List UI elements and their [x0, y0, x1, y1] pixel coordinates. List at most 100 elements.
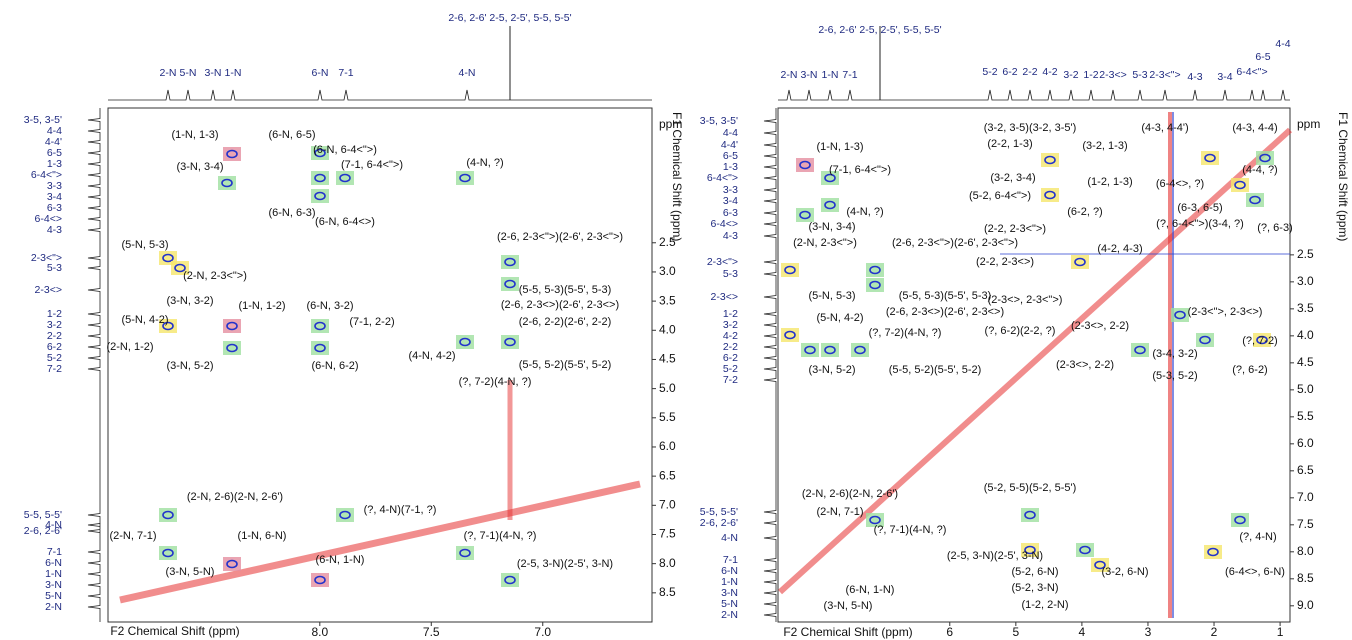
y-tick-label: 7.5: [1297, 517, 1314, 531]
highlight-box: [796, 158, 814, 172]
x-axis-title: F2 Chemical Shift (ppm): [110, 624, 239, 638]
diagonal: [780, 130, 1290, 592]
cross-peak-label: (2-6, 2-3<">)(2-6', 2-3<">): [892, 237, 1018, 249]
cross-peak-label: (3-2, 6-N): [1101, 566, 1148, 578]
highlight-box: [1231, 513, 1249, 527]
cross-peak-label: (2-5, 3-N)(2-5', 3-N): [517, 558, 613, 570]
cross-peak-label: (?, 6-2): [1232, 364, 1267, 376]
projection-label: 5-3: [723, 268, 738, 280]
highlight-box: [1041, 153, 1059, 167]
highlight-box: [456, 171, 474, 185]
y-unit-label: ppm: [1297, 117, 1320, 131]
cross-peak-label: (3-N, 3-4): [808, 221, 855, 233]
y-tick-label: 8.0: [1297, 544, 1314, 558]
cross-peak-label: (1-N, 6-N): [238, 530, 287, 542]
projection-label: 6-5: [1255, 51, 1270, 63]
x-tick-label: 7.0: [534, 625, 551, 639]
projection-label: 4-4: [723, 127, 738, 139]
y-tick-label: 6.5: [659, 468, 676, 482]
highlight-box: [1131, 343, 1149, 357]
cross-peak-label: (2-N, 7-1): [109, 530, 156, 542]
highlight-box: [1076, 543, 1094, 557]
cross-peak-label: (?, 6-4<">)(3-4, ?): [1156, 218, 1244, 230]
projection-label: 2-N: [781, 69, 798, 81]
y-tick-label: 6.5: [1297, 463, 1314, 477]
highlight-box: [1071, 255, 1089, 269]
y-axis-title: F1 Chemical Shift (ppm): [1336, 112, 1350, 241]
cross-peak-label: (2-6, 2-3<>)(2-6', 2-3<>): [501, 299, 619, 311]
cross-peak-label: (3-N, 5-2): [808, 364, 855, 376]
cross-peak-label: (2-N, 7-1): [816, 506, 863, 518]
cross-peak-label: (6-N, 6-5): [268, 129, 315, 141]
projection-label: 6-N: [312, 67, 329, 79]
highlight-box: [311, 341, 329, 355]
highlight-box: [1204, 545, 1222, 559]
projection-label: 4-3: [47, 224, 62, 236]
projection-label: 4-4: [1275, 38, 1290, 50]
cross-peak-label: (4-N, 4-2): [408, 350, 455, 362]
cross-peak-label: (1-2, 1-3): [1087, 176, 1132, 188]
cross-peak-label: (2-6, 2-3<">)(2-6', 2-3<">): [497, 231, 623, 243]
cross-peak-label: (2-3<>, 2-2): [1071, 320, 1129, 332]
cross-peak-label: (7-1, 6-4<">): [829, 164, 891, 176]
projection-label: 3-4: [723, 195, 738, 207]
projection-label: 4-N: [721, 532, 738, 544]
x-tick-label: 6: [946, 625, 953, 639]
cross-peak-label: (2-6, 2-2)(2-6', 2-2): [519, 316, 612, 328]
projection-label: 4-N: [459, 67, 476, 79]
cross-peak-label: (5-2, 6-N): [1011, 566, 1058, 578]
cross-peak-label: (6-N, 3-2): [306, 300, 353, 312]
cross-peak-label: (1-N, 1-3): [816, 141, 863, 153]
highlight-box: [223, 557, 241, 571]
highlight-box: [223, 319, 241, 333]
x-tick-label: 5: [1012, 625, 1019, 639]
highlight-box: [159, 508, 177, 522]
cross-peak-label: (6-N, 6-3): [268, 207, 315, 219]
cross-peak-label: (6-4<>, ?): [1156, 178, 1204, 190]
cross-peak-label: (5-2, 6-4<">): [969, 190, 1031, 202]
x-tick-label: 8.0: [311, 625, 328, 639]
projection-label: 2-6, 2-6' 2-5, 2-5', 5-5, 5-5': [818, 24, 941, 36]
cross-peak-label: (7-1, 2-2): [349, 316, 394, 328]
x-axis-title: F2 Chemical Shift (ppm): [783, 625, 912, 639]
highlight-box: [336, 171, 354, 185]
y-tick-label: 8.0: [659, 556, 676, 570]
highlight-box: [781, 263, 799, 277]
highlight-box: [223, 341, 241, 355]
highlight-box: [456, 335, 474, 349]
projection-label: 2-6, 2-6' 2-5, 2-5', 5-5, 5-5': [448, 12, 571, 24]
highlight-box: [336, 508, 354, 522]
cross-peak-label: (2-2, 2-3<>): [976, 256, 1034, 268]
projection-label: 3-5, 3-5': [700, 115, 738, 127]
projection-label: 3-N: [801, 69, 818, 81]
cross-peak-label: (?, 7-1)(4-N, ?): [464, 530, 537, 542]
cross-peak-label: (5-N, 5-3): [121, 239, 168, 251]
cross-peak-label: (3-N, 5-N): [166, 566, 215, 578]
y-tick-label: 3.5: [659, 293, 676, 307]
cross-peak-label: (1-2, 2-N): [1021, 599, 1068, 611]
highlight-box: [866, 263, 884, 277]
highlight-box: [1041, 188, 1059, 202]
cross-peak-label: (6-4<>, 6-N): [1225, 566, 1285, 578]
projection-label: 2-N: [45, 601, 62, 613]
cross-peak-label: (4-3, 4-4): [1232, 122, 1277, 134]
highlight-box: [311, 171, 329, 185]
cross-peak-label: (7-1, 6-4<">): [341, 159, 403, 171]
y-tick-label: 4.5: [659, 352, 676, 366]
y-tick-label: 7.0: [659, 497, 676, 511]
projection-label: 1-N: [225, 67, 242, 79]
projection-label: 5-2: [982, 66, 997, 78]
cross-peak-label: (4-3, 4-4'): [1141, 122, 1188, 134]
cross-peak-label: (5-5, 5-2)(5-5', 5-2): [889, 364, 982, 376]
cross-peak-label: (5-3, 5-2): [1152, 370, 1197, 382]
cross-peak-label: (2-3<>, 2-2): [1056, 359, 1114, 371]
highlight-box: [501, 255, 519, 269]
projection-label: 5-3: [47, 262, 62, 274]
cross-peak-label: (?, 7-2)(4-N, ?): [459, 376, 532, 388]
x-tick-label: 1: [1277, 625, 1284, 639]
highlight-box: [1196, 333, 1214, 347]
projection-label: 2-2: [1022, 66, 1037, 78]
projection-label: 2-3<>: [711, 291, 738, 303]
y-tick-label: 3.5: [1297, 301, 1314, 315]
x-tick-label: 3: [1145, 625, 1152, 639]
